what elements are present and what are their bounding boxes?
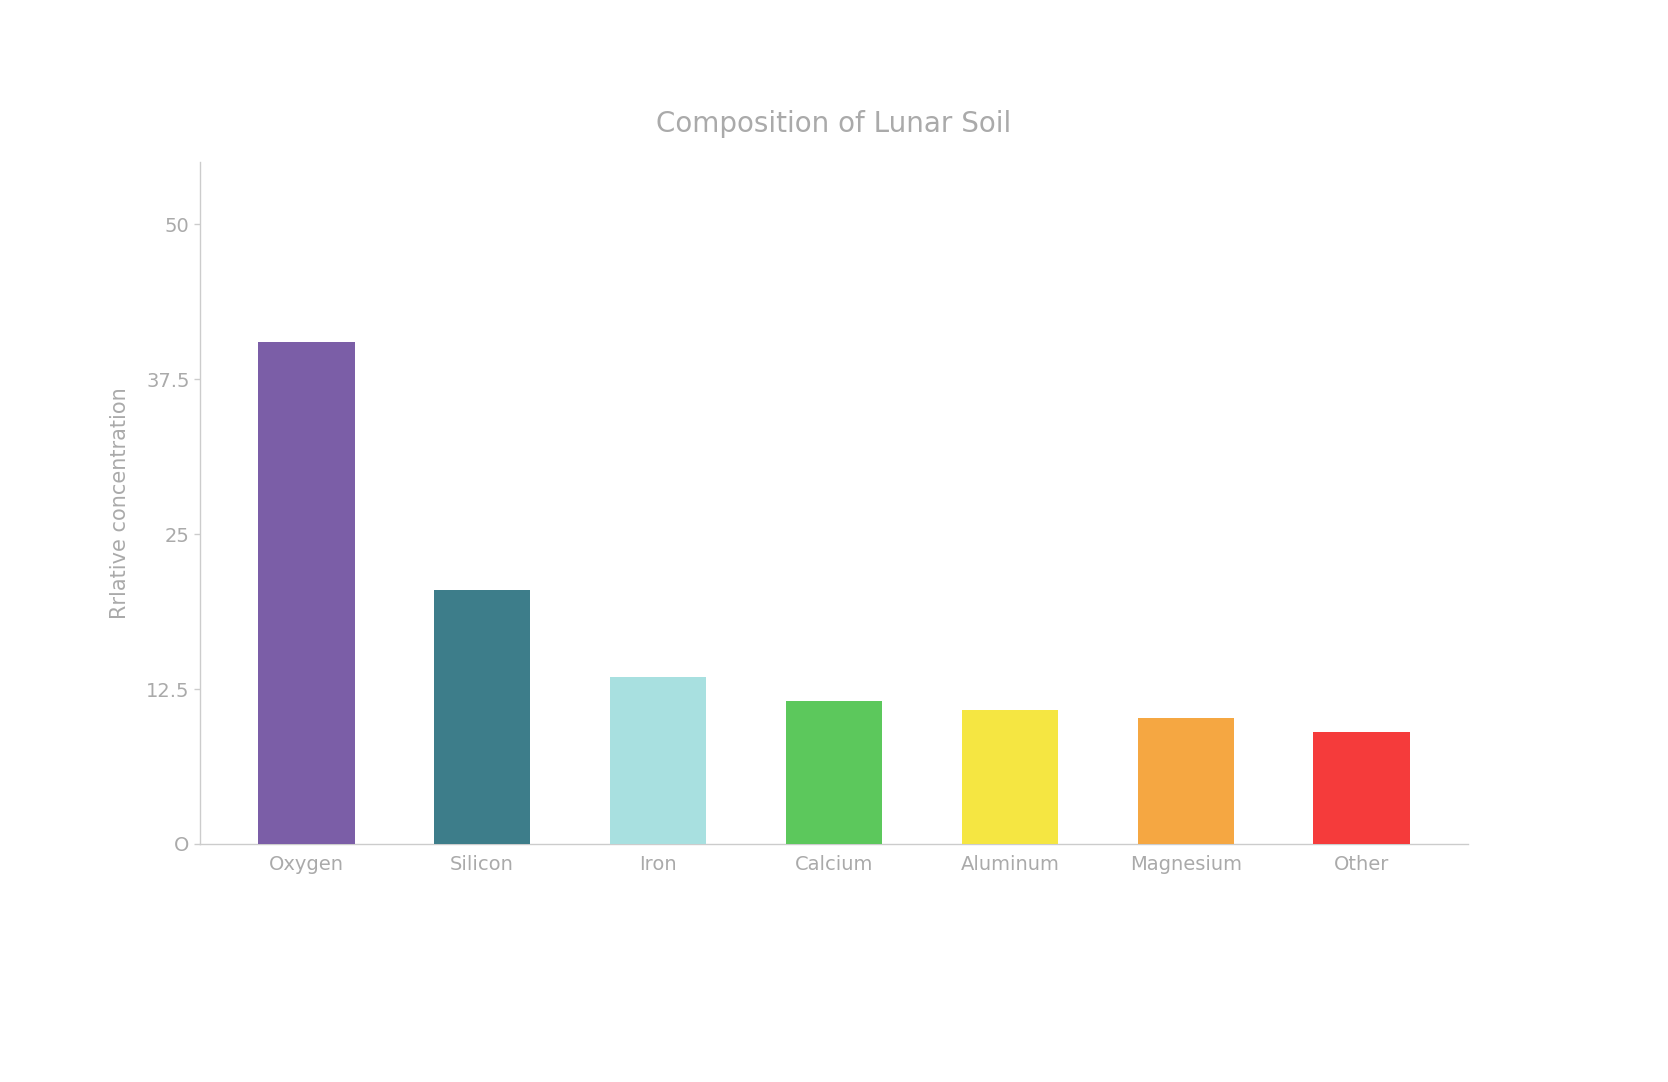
Title: Composition of Lunar Soil: Composition of Lunar Soil <box>657 109 1011 137</box>
Bar <box>961 710 1058 844</box>
Y-axis label: Rrlative concentration: Rrlative concentration <box>110 387 130 619</box>
Bar <box>259 342 355 844</box>
Bar <box>786 701 882 844</box>
Bar <box>610 676 707 844</box>
Bar <box>1313 733 1409 844</box>
Bar <box>434 590 530 844</box>
Bar <box>1138 717 1234 844</box>
